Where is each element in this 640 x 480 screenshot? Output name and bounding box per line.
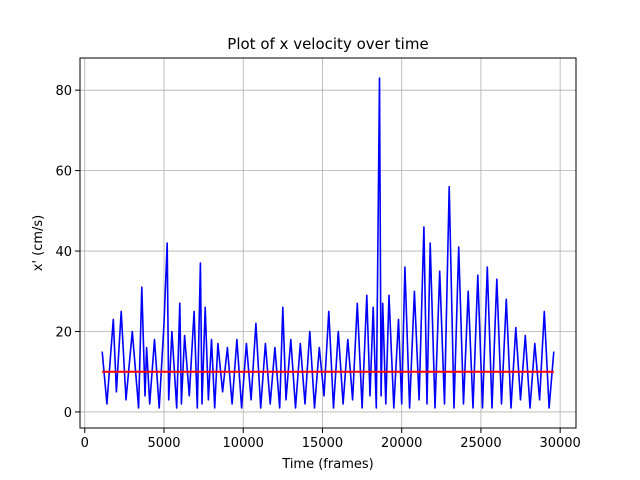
x-tick-label: 5000 (147, 436, 180, 451)
x-tick-label: 15000 (302, 436, 343, 451)
y-tick-label: 0 (64, 406, 72, 421)
series-layer (101, 77, 555, 409)
grid-lines (80, 58, 576, 428)
y-tick-label: 20 (55, 325, 72, 340)
x-tick-label: 20000 (381, 436, 422, 451)
x-tick-label: 10000 (223, 436, 264, 451)
y-tick-label: 80 (55, 84, 72, 99)
y-tick-label: 60 (55, 165, 72, 180)
x-tick-label: 30000 (539, 436, 580, 451)
y-axis-label: x' (cm/s) (31, 215, 46, 272)
plot-frame (79, 57, 577, 429)
x-axis-label: Time (frames) (281, 457, 373, 472)
y-tick-label: 40 (55, 245, 72, 260)
ticks: 0 5000 10000 15000 20000 25000 30000 0 20 40 60 80 (55, 84, 580, 451)
x-tick-label: 25000 (460, 436, 501, 451)
chart-title: Plot of x velocity over time (227, 35, 428, 53)
x-tick-label: 0 (81, 436, 89, 451)
